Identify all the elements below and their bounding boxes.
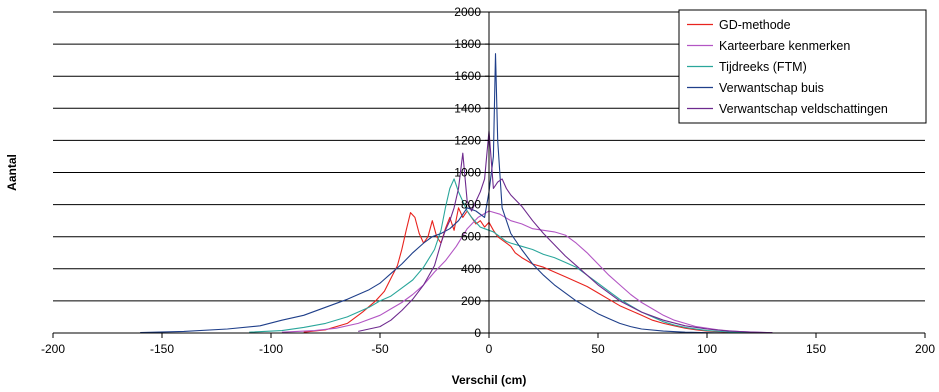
- x-tick-labels: -200 -150 -100 -50 0 50 100 150 200: [41, 342, 935, 356]
- y-tick-label-7: 1400: [454, 101, 481, 115]
- x-tick-label-6: 100: [697, 342, 717, 356]
- x-tick-label-5: 50: [591, 342, 605, 356]
- x-tick-label-2: -100: [259, 342, 283, 356]
- y-tick-label-0: 0: [474, 326, 481, 340]
- x-tick-label-3: -50: [371, 342, 389, 356]
- legend-label-0: GD-methode: [719, 18, 791, 32]
- series-line-1: [281, 210, 773, 334]
- x-tick-label-4: 0: [486, 342, 493, 356]
- x-tick-label-8: 200: [915, 342, 935, 356]
- y-tick-label-4: 800: [461, 198, 481, 212]
- series-line-2: [249, 178, 751, 334]
- x-tick-label-7: 150: [806, 342, 826, 356]
- axes: [52, 11, 926, 338]
- legend-label-3: Verwantschap buis: [719, 81, 824, 95]
- y-tick-label-5: 1000: [454, 166, 481, 180]
- y-axis-title: Aantal: [5, 154, 19, 191]
- x-tick-label-1: -150: [150, 342, 174, 356]
- legend: GD-methode Karteerbare kenmerken Tijdreeks…: [678, 9, 927, 124]
- legend-label-4: Verwantschap veldschattingen: [719, 102, 888, 116]
- series-line-3: [140, 53, 729, 334]
- x-axis-title: Verschil (cm): [452, 373, 527, 387]
- legend-box: [678, 9, 927, 124]
- legend-label-1: Karteerbare kenmerken: [719, 39, 850, 53]
- y-tick-label-2: 400: [461, 262, 481, 276]
- y-tick-labels: 0 200 400 600 800 1000 1200 1400 1600 1800 2000: [454, 5, 481, 340]
- y-tick-label-10: 2000: [454, 5, 481, 19]
- y-tick-label-8: 1600: [454, 69, 481, 83]
- series-lines: [140, 53, 773, 334]
- y-tick-label-6: 1200: [454, 133, 481, 147]
- x-tick-label-0: -200: [41, 342, 65, 356]
- legend-label-2: Tijdreeks (FTM): [719, 60, 807, 74]
- y-tick-label-1: 200: [461, 294, 481, 308]
- y-tick-label-9: 1800: [454, 37, 481, 51]
- series-line-4: [358, 130, 773, 334]
- y-tick-label-3: 600: [461, 230, 481, 244]
- series-line-0: [303, 207, 751, 334]
